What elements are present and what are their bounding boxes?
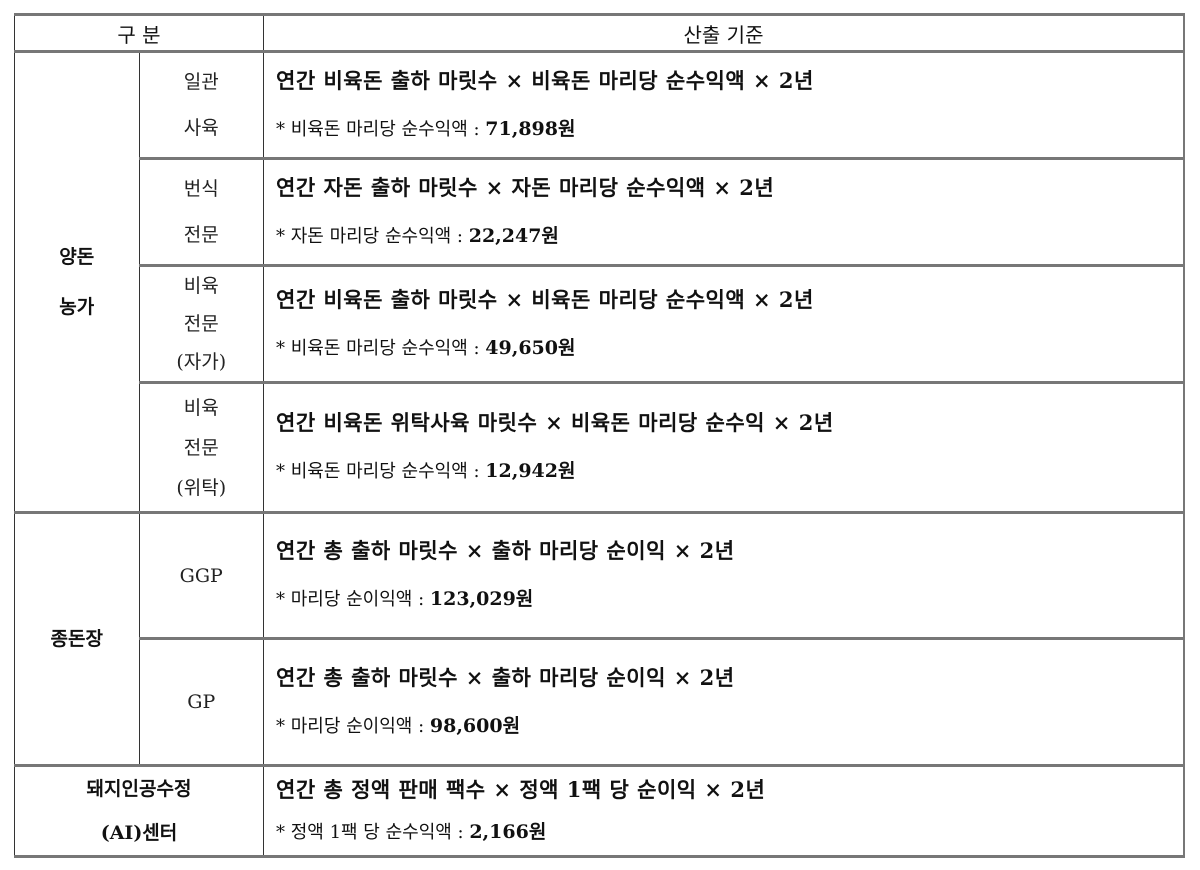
calculation-criteria-table: 구 분 산출 기준 양돈 농가 일관 사육 연간 비육돈 출하 마릿수 × 비육… <box>14 13 1185 858</box>
group-ai-center: 돼지인공수정 (AI)센터 <box>14 764 264 858</box>
sub-category: 번식 전문 <box>138 157 264 266</box>
formula: 연간 자돈 출하 마릿수 × 자돈 마리당 순수익액 × 2년 <box>276 174 775 200</box>
sub-category: GP <box>138 637 264 766</box>
note: * 자돈 마리당 순수익액 : 22,247원 <box>276 224 559 247</box>
sub-category: 비육 전문 (위탁) <box>138 381 264 513</box>
table-row: 번식 전문 연간 자돈 출하 마릿수 × 자돈 마리당 순수익액 × 2년 * 자… <box>15 157 1185 266</box>
note: * 정액 1팩 당 순수익액 : 2,166원 <box>276 820 547 843</box>
table-row: 종돈장 GGP 연간 총 출하 마릿수 × 출하 마리당 순이익 × 2년 * 마… <box>14 511 1185 766</box>
formula: 연간 총 정액 판매 팩수 × 정액 1팩 당 순이익 × 2년 <box>276 776 766 802</box>
formula: 연간 비육돈 위탁사육 마릿수 × 비육돈 마리당 순수익 × 2년 <box>276 410 834 435</box>
table-row: 양돈 농가 일관 사육 연간 비육돈 출하 마릿수 × 비육돈 마리당 순수익액… <box>14 51 1185 513</box>
group-breeding-farm: 종돈장 <box>14 511 140 766</box>
header-category: 구 분 <box>14 13 264 53</box>
table-row: GP 연간 총 출하 마릿수 × 출하 마리당 순이익 × 2년 * 마리당 순이… <box>15 637 1185 766</box>
table-row: 돼지인공수정 (AI)센터 연간 총 정액 판매 팩수 × 정액 1팩 당 순이… <box>14 764 1185 858</box>
note: * 비육돈 마리당 순수익액 : 71,898원 <box>276 117 576 140</box>
header-criteria: 산출 기준 <box>263 13 1185 53</box>
table-row: 비육 전문 (자가) 연간 비육돈 출하 마릿수 × 비육돈 마리당 순수익액 … <box>15 264 1185 383</box>
header-row: 구 분 산출 기준 <box>14 13 1185 53</box>
formula: 연간 비육돈 출하 마릿수 × 비육돈 마리당 순수익액 × 2년 <box>276 286 814 312</box>
note: * 마리당 순이익액 : 123,029원 <box>276 588 534 610</box>
formula: 연간 총 출하 마릿수 × 출하 마리당 순이익 × 2년 <box>276 664 735 690</box>
note: * 마리당 순이익액 : 98,600원 <box>276 714 521 737</box>
table-row: 비육 전문 (위탁) 연간 비육돈 위탁사육 마릿수 × 비육돈 마리당 순수익… <box>15 381 1185 513</box>
note: * 비육돈 마리당 순수익액 : 49,650원 <box>276 336 576 359</box>
note: * 비육돈 마리당 순수익액 : 12,942원 <box>276 460 576 482</box>
formula: 연간 비육돈 출하 마릿수 × 비육돈 마리당 순수익액 × 2년 <box>276 67 814 93</box>
sub-category: 비육 전문 (자가) <box>138 264 264 383</box>
sub-category: GGP <box>138 511 264 639</box>
formula: 연간 총 출하 마릿수 × 출하 마리당 순이익 × 2년 <box>276 538 735 563</box>
group-pig-farm: 양돈 농가 <box>14 51 140 513</box>
sub-category: 일관 사육 <box>138 51 264 159</box>
